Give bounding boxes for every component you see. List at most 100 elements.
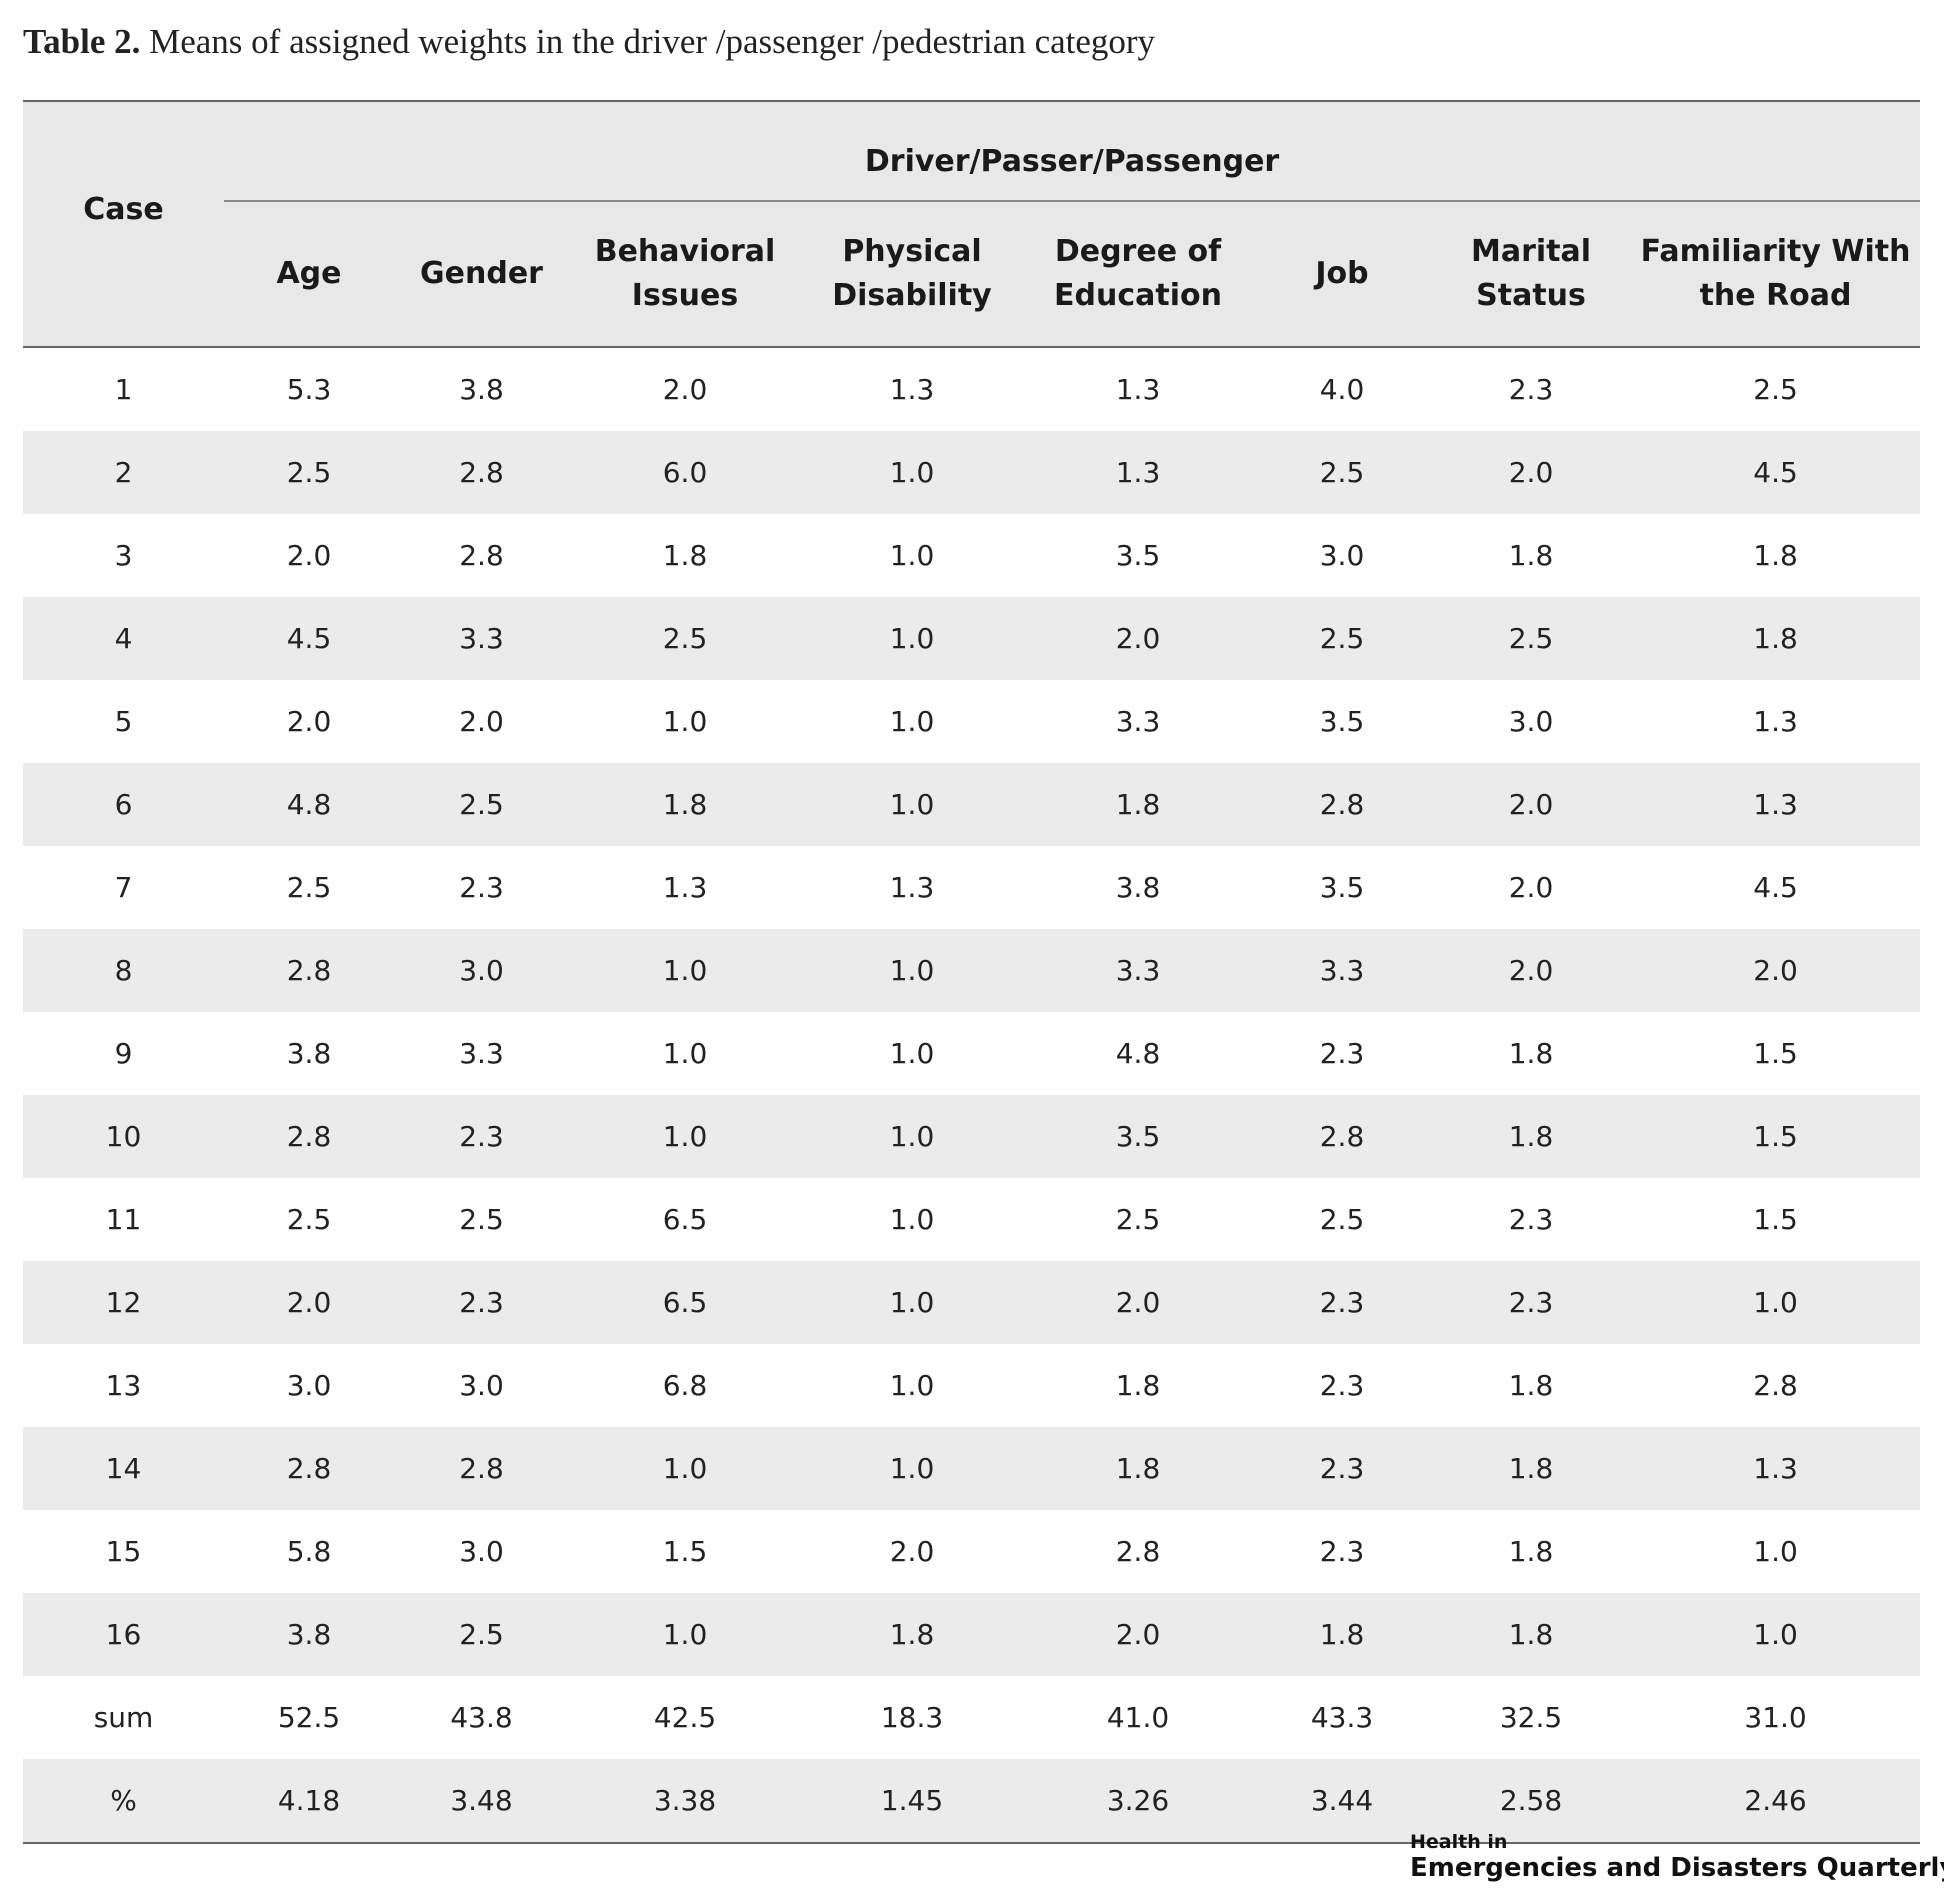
column-header: Physical Disability [801,201,1023,347]
table-row: 5 2.0 2.0 1.0 1.0 3.3 3.5 3.0 1.3 [23,680,1920,763]
table-container: Case Driver/Passer/Passenger Age Gender Be… [23,100,1921,1844]
value-cell: 2.3 [394,1261,569,1344]
value-cell: 2.5 [286,871,332,904]
table-row: 11 2.5 2.5 6.5 1.0 2.5 2.5 2.3 1.5 [23,1178,1920,1261]
value-cell: 2.5 [394,763,569,846]
value-cell: 1.3 [889,871,935,904]
value-cell: 1.5 [1753,1203,1798,1236]
value-cell: 1.5 [662,1535,708,1568]
value-cell: 1.5 [1631,1095,1921,1178]
value-cell: 1.0 [801,763,1023,846]
value-cell: 3.5 [1319,705,1365,738]
value-cell: 1.0 [569,1095,801,1178]
case-cell: 14 [23,1427,224,1510]
value-cell: 3.3 [1253,929,1431,1012]
table-row: 16 3.8 2.5 1.0 1.8 2.0 1.8 1.8 1.0 [23,1593,1921,1676]
value-cell: 4.18 [224,1759,394,1843]
case-cell: 9 [114,1037,133,1070]
table-row: 1 5.3 3.8 2.0 1.3 1.3 4.0 2.3 2.5 [23,347,1920,431]
value-cell: 1.0 [1631,1261,1921,1344]
case-cell: 16 [23,1593,224,1676]
value-cell: 2.8 [1115,1535,1161,1568]
column-header-line: Disability [832,278,992,313]
column-header: Age [224,201,394,347]
value-cell: 2.0 [1023,1261,1253,1344]
value-cell: 6.8 [662,1369,708,1402]
value-cell: 2.3 [1319,1037,1365,1070]
value-cell: 3.0 [459,1369,504,1402]
value-cell: 1.3 [1023,431,1253,514]
value-cell: 2.46 [1631,1759,1921,1843]
value-cell: 1.8 [569,763,801,846]
column-header: Gender [394,201,569,347]
value-cell: 1.3 [1115,373,1161,406]
value-cell: 52.5 [277,1701,341,1734]
value-cell: 2.0 [889,1535,935,1568]
case-cell: 3 [114,539,133,572]
value-cell: 1.8 [1431,1095,1631,1178]
value-cell: 2.3 [1253,1427,1431,1510]
logo-line-1: Health in [1410,1831,1508,1853]
column-header: Marital Status [1431,201,1631,347]
column-header-line: Familiarity With [1640,234,1911,269]
value-cell: 2.8 [394,1427,569,1510]
value-cell: 2.5 [1431,597,1631,680]
value-cell: 2.0 [1508,871,1554,904]
value-cell: 3.5 [1115,539,1161,572]
value-cell: 2.0 [286,539,332,572]
value-cell: 2.5 [224,431,394,514]
value-cell: 1.0 [662,1037,708,1070]
value-cell: 2.3 [459,871,504,904]
table-row: 13 3.0 3.0 6.8 1.0 1.8 2.3 1.8 2.8 [23,1344,1920,1427]
value-cell: 2.3 [1431,1261,1631,1344]
column-header-line: Education [1054,278,1222,313]
column-header-line: Age [276,256,342,291]
value-cell: 1.3 [1631,1427,1921,1510]
value-cell: 2.3 [394,1095,569,1178]
value-cell: 2.0 [1431,929,1631,1012]
value-cell: 2.0 [286,705,332,738]
value-cell: 3.48 [394,1759,569,1843]
table-row: 12 2.0 2.3 6.5 1.0 2.0 2.3 2.3 1.0 [23,1261,1921,1344]
value-cell: 3.26 [1023,1759,1253,1843]
value-cell: 2.5 [459,1203,504,1236]
value-cell: 2.3 [1319,1535,1365,1568]
value-cell: 1.8 [1508,1369,1554,1402]
value-cell: 1.8 [1508,1535,1554,1568]
case-cell: 15 [105,1535,142,1568]
table-row: 9 3.8 3.3 1.0 1.0 4.8 2.3 1.8 1.5 [23,1012,1920,1095]
value-cell: 2.8 [224,1095,394,1178]
value-cell: 2.0 [1631,929,1921,1012]
case-cell: 8 [23,929,224,1012]
value-cell: 6.5 [569,1261,801,1344]
value-cell: 5.8 [286,1535,332,1568]
value-cell: 2.5 [1115,1203,1161,1236]
value-cell: 1.0 [801,929,1023,1012]
table-body: 1 5.3 3.8 2.0 1.3 1.3 4.0 2.3 2.5 2 2.5 2.8 6.0 1.0 1.… [23,347,1921,1843]
value-cell: 2.8 [1753,1369,1798,1402]
case-cell: 10 [23,1095,224,1178]
value-cell: 2.3 [1508,1203,1554,1236]
case-cell: 6 [23,763,224,846]
table-row: 8 2.8 3.0 1.0 1.0 3.3 3.3 2.0 2.0 [23,929,1921,1012]
value-cell: 3.5 [1319,871,1365,904]
value-cell: 2.0 [1431,763,1631,846]
value-cell: 1.3 [1753,705,1798,738]
value-cell: 2.3 [1319,1369,1365,1402]
value-cell: 4.5 [224,597,394,680]
column-header: Behavioral Issues [569,201,801,347]
value-cell: 1.0 [801,1095,1023,1178]
value-cell: 2.5 [1753,373,1798,406]
value-cell: 1.8 [801,1593,1023,1676]
value-cell: 1.0 [889,539,935,572]
value-cell: 1.8 [1631,597,1921,680]
value-cell: 6.0 [569,431,801,514]
value-cell: 3.5 [1023,1095,1253,1178]
value-cell: 2.0 [1023,597,1253,680]
value-cell: 1.3 [889,373,935,406]
case-cell: 11 [105,1203,142,1236]
value-cell: 3.38 [569,1759,801,1843]
value-cell: 2.58 [1431,1759,1631,1843]
value-cell: 43.3 [1310,1701,1374,1734]
value-cell: 3.0 [1319,539,1365,572]
